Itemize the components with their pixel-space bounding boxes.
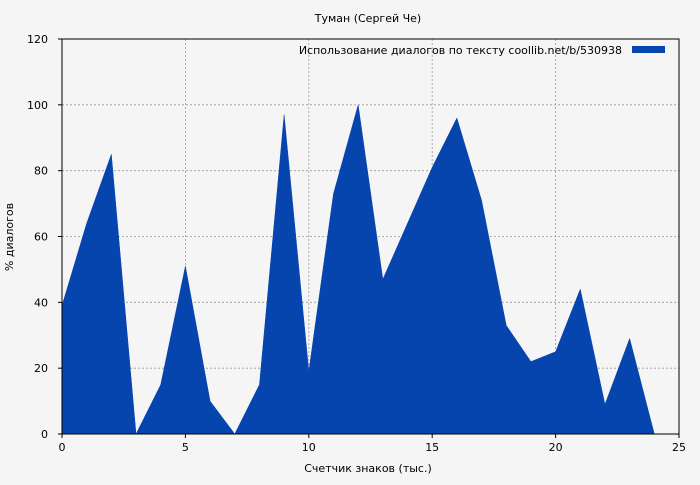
y-axis-label: % диалогов bbox=[3, 203, 16, 271]
x-axis-label: Счетчик знаков (тыс.) bbox=[304, 462, 432, 475]
x-tick-label: 15 bbox=[425, 441, 439, 454]
legend: Использование диалогов по тексту coollib… bbox=[299, 44, 665, 57]
y-tick-label: 80 bbox=[34, 165, 48, 178]
y-tick-label: 40 bbox=[34, 296, 48, 309]
x-tick-label: 5 bbox=[182, 441, 189, 454]
y-tick-label: 20 bbox=[34, 362, 48, 375]
y-tick-label: 60 bbox=[34, 231, 48, 244]
legend-label: Использование диалогов по тексту coollib… bbox=[299, 44, 622, 57]
chart-title: Туман (Сергей Че) bbox=[314, 12, 421, 25]
x-tick-label: 25 bbox=[672, 441, 686, 454]
x-tick-label: 10 bbox=[302, 441, 316, 454]
x-tick-label: 0 bbox=[59, 441, 66, 454]
x-tick-label: 20 bbox=[549, 441, 563, 454]
y-tick-label: 120 bbox=[27, 33, 48, 46]
y-tick-label: 100 bbox=[27, 99, 48, 112]
y-tick-label: 0 bbox=[41, 428, 48, 441]
legend-swatch bbox=[632, 46, 665, 53]
